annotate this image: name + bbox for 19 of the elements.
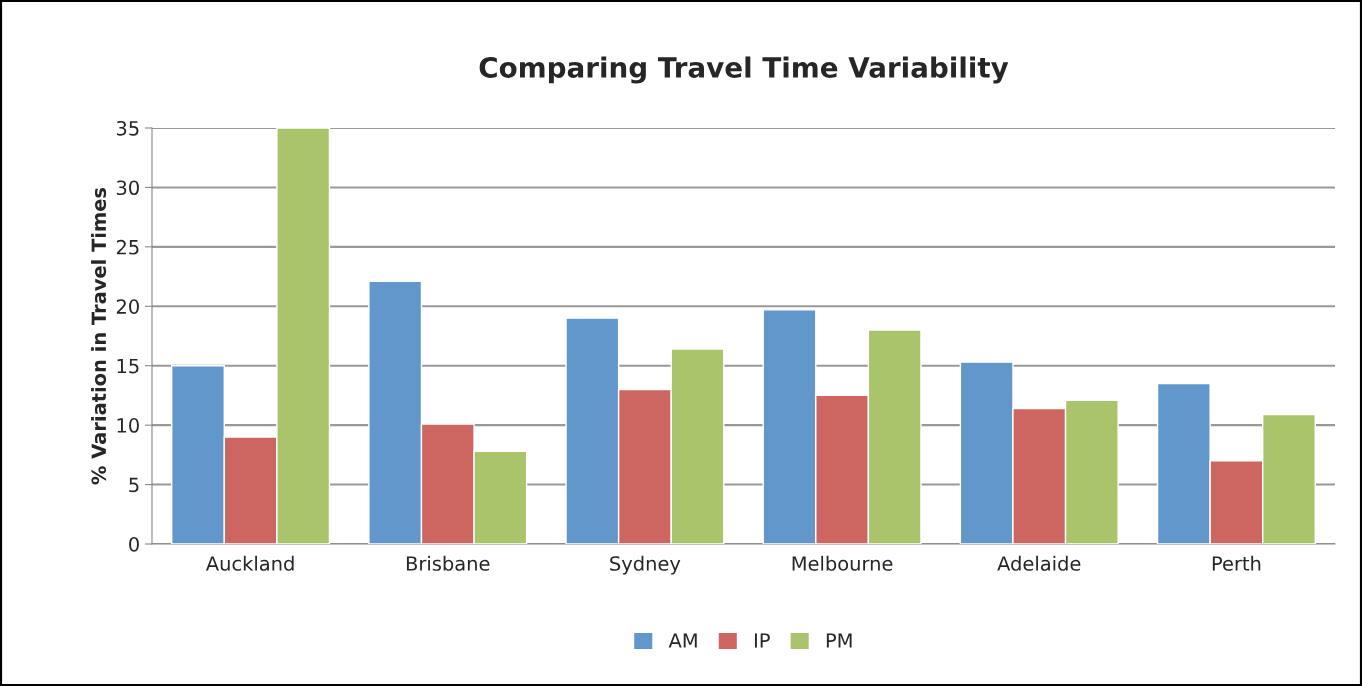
y-tick-label: 0 <box>129 536 139 552</box>
y-tick-label: 35 <box>116 120 139 136</box>
y-tick-label: 25 <box>116 239 139 255</box>
y-tick-label: 5 <box>129 477 139 493</box>
x-tick-label: Brisbane <box>406 555 490 571</box>
x-tick-label: Perth <box>1212 555 1261 571</box>
legend-label: IP <box>754 633 770 648</box>
legend-label: PM <box>826 633 852 648</box>
y-axis-title: % Variation in Travel Times <box>91 187 107 485</box>
chart-title: Comparing Travel Time Variability <box>479 56 1009 84</box>
y-tick-label: 20 <box>116 299 139 314</box>
y-tick-label: 30 <box>116 180 139 196</box>
x-tick-label: Auckland <box>205 555 294 571</box>
x-tick-label: Sydney <box>610 555 681 575</box>
y-tick-label: 15 <box>117 358 139 374</box>
x-tick-label: Adelaide <box>997 555 1081 571</box>
legend-label: AM <box>668 633 697 648</box>
y-tick-label: 10 <box>117 418 139 433</box>
x-tick-label: Melbourne <box>792 555 893 571</box>
